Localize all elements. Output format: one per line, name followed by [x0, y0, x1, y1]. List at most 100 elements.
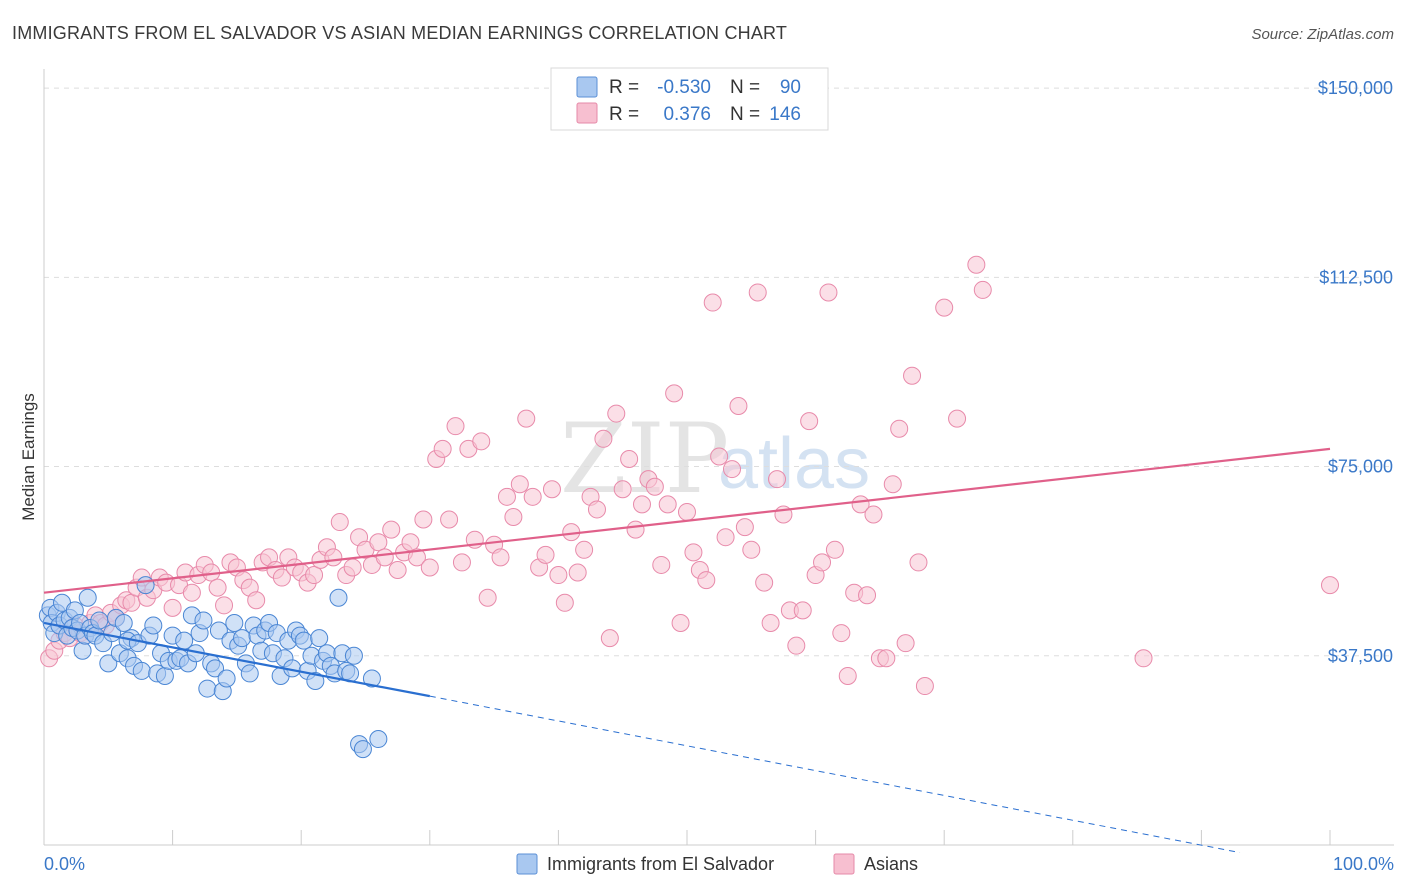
asians-point — [343, 558, 362, 577]
asians-point — [935, 298, 954, 317]
el-salvador-point — [194, 611, 213, 630]
asians-point — [600, 629, 619, 648]
asians-point — [645, 477, 664, 496]
asians-point — [568, 563, 587, 582]
el-salvador-point — [144, 616, 163, 635]
asians-trend-line — [43, 447, 1331, 594]
legend-swatch-blue — [576, 76, 598, 98]
asians-points — [40, 255, 1339, 696]
asians-point — [620, 449, 639, 468]
el-salvador-point — [240, 664, 259, 683]
asians-point — [948, 409, 967, 428]
asians-point — [697, 571, 716, 590]
asians-point — [768, 470, 787, 489]
asians-point — [967, 255, 986, 274]
asians-point — [793, 601, 812, 620]
asians-point — [703, 293, 722, 312]
trend-lines — [43, 447, 1331, 854]
asians-point — [472, 432, 491, 451]
axis-layer — [43, 69, 1394, 846]
bottom-legend-label-pink: Asians — [864, 854, 918, 874]
asians-point — [382, 520, 401, 539]
bottom-legend-swatch-pink — [833, 853, 855, 875]
asians-point — [684, 543, 703, 562]
asians-point — [761, 613, 780, 632]
watermark-atlas: atlas — [718, 424, 870, 504]
grid-layer: $37,500 $75,000 $112,500 $150,000 — [44, 78, 1394, 666]
asians-point — [549, 566, 568, 585]
asians-point — [742, 540, 761, 559]
asians-point — [497, 487, 516, 506]
asians-point — [305, 566, 324, 585]
el-salvador-point — [198, 679, 217, 698]
y-tick-label: $150,000 — [1318, 78, 1393, 98]
el-salvador-point — [306, 672, 325, 691]
chart-source: Source: ZipAtlas.com — [1251, 26, 1394, 43]
y-tick-label: $75,000 — [1328, 457, 1393, 477]
y-axis-label: Median Earnings — [19, 393, 38, 521]
asians-point — [215, 596, 234, 615]
asians-point — [710, 447, 729, 466]
asians-point — [446, 417, 465, 436]
el-salvador-point — [73, 641, 92, 660]
asians-point — [716, 528, 735, 547]
asians-point — [723, 460, 742, 479]
legend-n-label-blue: N = — [730, 77, 760, 98]
el-salvador-point — [369, 730, 388, 749]
asians-point — [915, 677, 934, 696]
asians-point — [401, 533, 420, 552]
el-salvador-point — [310, 629, 329, 648]
el-salvador-point — [155, 666, 174, 685]
asians-point — [973, 280, 992, 299]
el-salvador-point — [353, 740, 372, 759]
asians-point — [407, 548, 426, 567]
asians-point — [182, 583, 201, 602]
asians-point — [575, 540, 594, 559]
el-salvador-point — [206, 659, 225, 678]
x-tick-label-max: 100.0% — [1333, 854, 1394, 874]
el-salvador-point — [344, 646, 363, 665]
asians-point — [491, 548, 510, 567]
asians-point — [626, 520, 645, 539]
asians-point — [909, 553, 928, 572]
asians-point — [864, 505, 883, 524]
asians-point — [883, 475, 902, 494]
asians-point — [813, 553, 832, 572]
asians-point — [247, 591, 266, 610]
el-salvador-points — [38, 576, 388, 759]
legend-r-value-pink: 0.376 — [663, 104, 711, 125]
asians-point — [272, 568, 291, 587]
el-salvador-point — [114, 613, 133, 632]
asians-point — [658, 495, 677, 514]
asians-point — [671, 613, 690, 632]
asians-point — [542, 480, 561, 499]
asians-point — [122, 593, 141, 612]
y-tick-label: $37,500 — [1328, 646, 1393, 666]
asians-point — [729, 396, 748, 415]
asians-point — [414, 510, 433, 529]
asians-point — [433, 439, 452, 458]
el-salvador-point — [136, 576, 155, 595]
series-legend: Immigrants from El Salvador Asians — [516, 853, 918, 875]
asians-point — [858, 586, 877, 605]
el-salvador-point — [78, 588, 97, 607]
asians-point — [665, 384, 684, 403]
y-tick-label: $112,500 — [1319, 267, 1393, 287]
asians-point — [420, 558, 439, 577]
el-salvador-point — [99, 654, 118, 673]
el-salvador-point — [209, 621, 228, 640]
asians-point — [877, 649, 896, 668]
asians-point — [163, 598, 182, 617]
asians-point — [375, 548, 394, 567]
asians-point — [890, 419, 909, 438]
legend-n-value-pink: 146 — [769, 104, 801, 125]
asians-point — [594, 429, 613, 448]
el-salvador-point — [217, 669, 236, 688]
asians-point — [208, 578, 227, 597]
asians-point — [587, 500, 606, 519]
asians-point — [504, 508, 523, 527]
asians-point — [735, 518, 754, 537]
bottom-legend-swatch-blue — [516, 853, 538, 875]
asians-point — [838, 666, 857, 685]
